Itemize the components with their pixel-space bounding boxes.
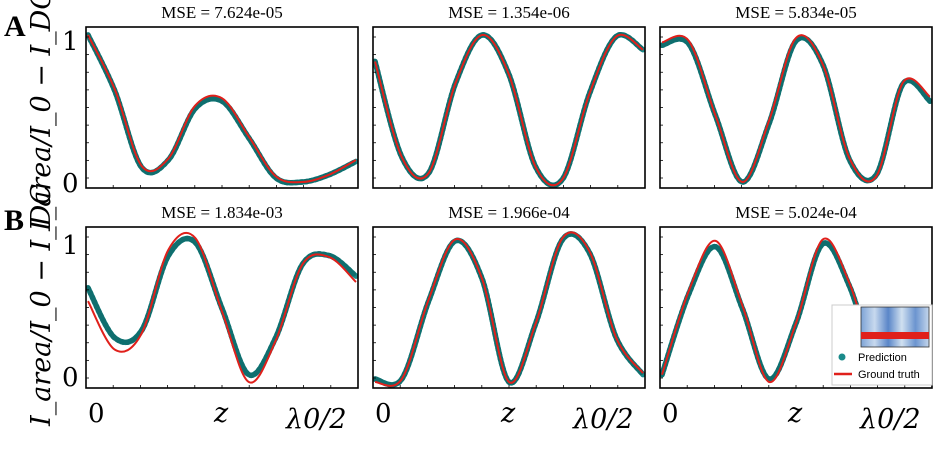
y-tick-label-0-row-a: 0 [62, 169, 79, 199]
x-tick-labels: 0 z λ0/2 0 z λ0/2 0 z λ0/2 [88, 398, 921, 435]
y-tick-label-1-row-a: 1 [62, 27, 79, 57]
panel-title: MSE = 7.624e-05 [161, 3, 283, 22]
x-tick-label-z: z [500, 398, 516, 429]
panel-title: MSE = 1.834e-03 [161, 203, 283, 222]
panel-a-3: MSE = 5.834e-05 [659, 3, 933, 189]
y-axis-label-row-a: I_area/I_0 − I_DC [26, 0, 57, 232]
ground-truth-line [374, 33, 644, 187]
ground-truth-line [374, 231, 644, 387]
ground-truth-line [661, 34, 931, 183]
x-tick-label-lambda: λ0/2 [859, 404, 921, 435]
panel-a-1: MSE = 7.624e-05 [85, 3, 359, 189]
y-axis-label-text: I_area/I_0 − I_DC [26, 184, 57, 427]
panel-label-a: A [4, 10, 26, 43]
prediction-markers [373, 231, 645, 388]
prediction-line [660, 34, 932, 185]
ground-truth-line [87, 231, 357, 384]
inset-thumbnail-stripe [861, 332, 929, 339]
x-tick-label-z: z [213, 398, 229, 429]
panel-title: MSE = 5.834e-05 [735, 3, 857, 22]
y-axis-label-row-b: I_area/I_0 − I_DC [26, 184, 57, 427]
panel-label-b: B [4, 204, 24, 237]
x-tick-label-lambda: λ0/2 [285, 404, 347, 435]
panel-frame [85, 26, 359, 189]
prediction-line [373, 231, 645, 388]
prediction-markers [86, 235, 358, 378]
panel-frame [659, 26, 933, 189]
y-tick-label-1-row-b: 1 [62, 231, 79, 261]
prediction-markers [86, 32, 358, 186]
legend-marker-prediction [838, 353, 846, 361]
x-tick-label-zero: 0 [662, 399, 679, 429]
panels-group: MSE = 7.624e-05 MSE = 1.354e-06 MSE = 5.83… [85, 3, 933, 389]
inset-thumbnail-image [860, 306, 930, 348]
legend-label-prediction: Prediction [858, 352, 907, 364]
x-tick-label-zero: 0 [88, 399, 105, 429]
panel-b-2: MSE = 1.966e-04 [372, 203, 646, 389]
y-axis-label-text: I_area/I_0 − I_DC [26, 0, 57, 232]
panel-title: MSE = 5.024e-04 [735, 203, 857, 222]
panel-title: MSE = 1.354e-06 [448, 3, 570, 22]
legend: Prediction Ground truth [831, 304, 933, 386]
x-tick-label-z: z [787, 398, 803, 429]
legend-label-ground-truth: Ground truth [858, 369, 920, 381]
ground-truth-line [87, 34, 357, 184]
panel-a-2: MSE = 1.354e-06 [372, 3, 646, 189]
x-tick-label-zero: 0 [375, 399, 392, 429]
prediction-markers [660, 34, 932, 185]
panel-title: MSE = 1.966e-04 [448, 203, 570, 222]
y-tick-label-0-row-b: 0 [62, 363, 79, 393]
x-tick-label-lambda: λ0/2 [572, 404, 634, 435]
prediction-line [86, 32, 358, 186]
panel-b-1: MSE = 1.834e-03 [85, 203, 359, 389]
